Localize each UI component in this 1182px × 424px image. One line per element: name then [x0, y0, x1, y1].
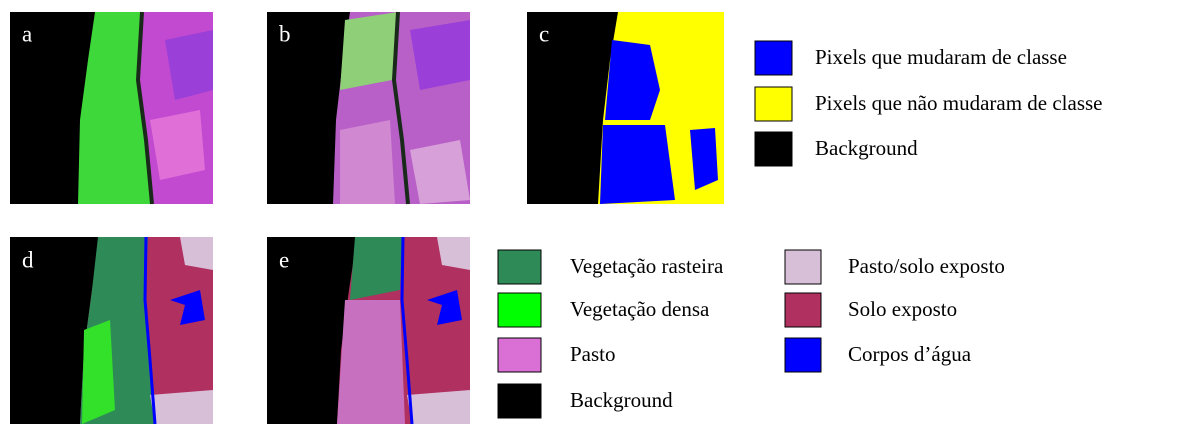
legend-swatch — [785, 293, 821, 327]
legend-label: Pasto — [570, 342, 616, 366]
legend-label: Solo exposto — [848, 297, 957, 321]
legend-swatch — [755, 87, 792, 121]
panel-label: d — [22, 247, 34, 272]
image-panel: b — [267, 12, 470, 204]
legend-swatch — [785, 338, 821, 372]
legend-label: Pasto/solo exposto — [848, 254, 1005, 278]
legend-label: Corpos d’água — [848, 342, 972, 366]
image-panel: d — [10, 237, 213, 424]
legend-swatch — [785, 250, 821, 284]
legend-swatch — [498, 293, 541, 327]
legend-label: Pixels que não mudaram de classe — [815, 91, 1103, 115]
legend-label: Vegetação densa — [570, 297, 710, 321]
legend-label: Background — [570, 388, 673, 412]
legend-swatch — [498, 338, 541, 372]
legend-swatch — [755, 41, 792, 75]
image-panel: a — [10, 12, 213, 204]
panel-label: a — [22, 21, 32, 46]
figure: a b c d — [0, 0, 1182, 424]
legend-swatch — [498, 250, 541, 284]
legend-label: Vegetação rasteira — [570, 254, 724, 278]
image-panel: e — [267, 237, 470, 424]
legend-swatch — [755, 132, 792, 166]
panel-label: b — [279, 21, 291, 46]
legend-label: Background — [815, 136, 918, 160]
legend-swatch — [498, 384, 541, 418]
legend-label: Pixels que mudaram de classe — [815, 45, 1067, 69]
panel-label: c — [539, 21, 549, 46]
image-panel: c — [527, 12, 724, 204]
panel-label: e — [279, 247, 289, 272]
